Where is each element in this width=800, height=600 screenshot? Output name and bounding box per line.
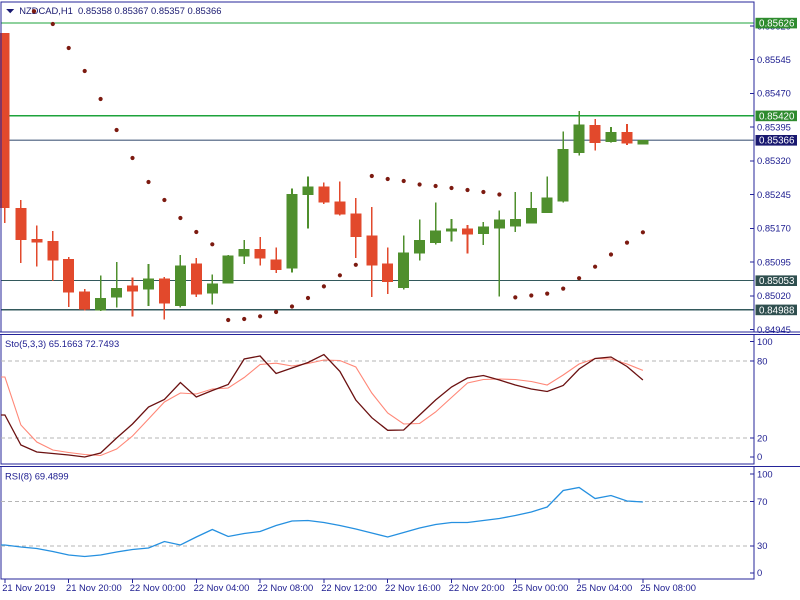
svg-text:22 Nov 08:00: 22 Nov 08:00 — [257, 582, 313, 593]
svg-text:0: 0 — [757, 451, 762, 462]
svg-text:22 Nov 16:00: 22 Nov 16:00 — [385, 582, 441, 593]
svg-text:0.85420: 0.85420 — [759, 111, 795, 122]
svg-text:RSI(8) 69.4899: RSI(8) 69.4899 — [5, 471, 69, 482]
svg-text:0: 0 — [757, 567, 762, 578]
svg-text:0.85053: 0.85053 — [759, 276, 795, 287]
svg-text:21 Nov 2019: 21 Nov 2019 — [2, 582, 55, 593]
svg-text:100: 100 — [757, 468, 773, 479]
svg-text:0.85395: 0.85395 — [757, 121, 791, 132]
svg-text:22 Nov 04:00: 22 Nov 04:00 — [194, 582, 250, 593]
svg-text:Sto(5,3,3) 65.1663 72.7493: Sto(5,3,3) 65.1663 72.7493 — [5, 338, 119, 349]
svg-text:0.85095: 0.85095 — [757, 256, 791, 267]
svg-text:70: 70 — [757, 496, 767, 507]
svg-text:0.85470: 0.85470 — [757, 88, 791, 99]
svg-text:25 Nov 00:00: 25 Nov 00:00 — [513, 582, 569, 593]
svg-text:30: 30 — [757, 540, 767, 551]
svg-text:21 Nov 20:00: 21 Nov 20:00 — [66, 582, 122, 593]
svg-text:0.85545: 0.85545 — [757, 54, 791, 65]
svg-text:0.84945: 0.84945 — [757, 324, 791, 335]
svg-text:0.85170: 0.85170 — [757, 223, 791, 234]
svg-text:22 Nov 12:00: 22 Nov 12:00 — [321, 582, 377, 593]
svg-text:22 Nov 00:00: 22 Nov 00:00 — [130, 582, 186, 593]
svg-text:25 Nov 08:00: 25 Nov 08:00 — [640, 582, 696, 593]
svg-text:0.85020: 0.85020 — [757, 290, 791, 301]
svg-text:22 Nov 20:00: 22 Nov 20:00 — [449, 582, 505, 593]
svg-text:0.85366: 0.85366 — [759, 136, 795, 147]
svg-text:0.85320: 0.85320 — [757, 155, 791, 166]
svg-text:80: 80 — [757, 355, 767, 366]
svg-text:0.85626: 0.85626 — [759, 19, 795, 30]
svg-text:100: 100 — [757, 336, 773, 347]
svg-text:0.84988: 0.84988 — [759, 305, 795, 316]
svg-text:NZDCAD,H1 0.85358 0.85367 0.8: NZDCAD,H1 0.85358 0.85367 0.85357 0.8536… — [19, 5, 221, 16]
svg-text:20: 20 — [757, 432, 767, 443]
svg-text:25 Nov 04:00: 25 Nov 04:00 — [576, 582, 632, 593]
svg-text:0.85245: 0.85245 — [757, 189, 791, 200]
